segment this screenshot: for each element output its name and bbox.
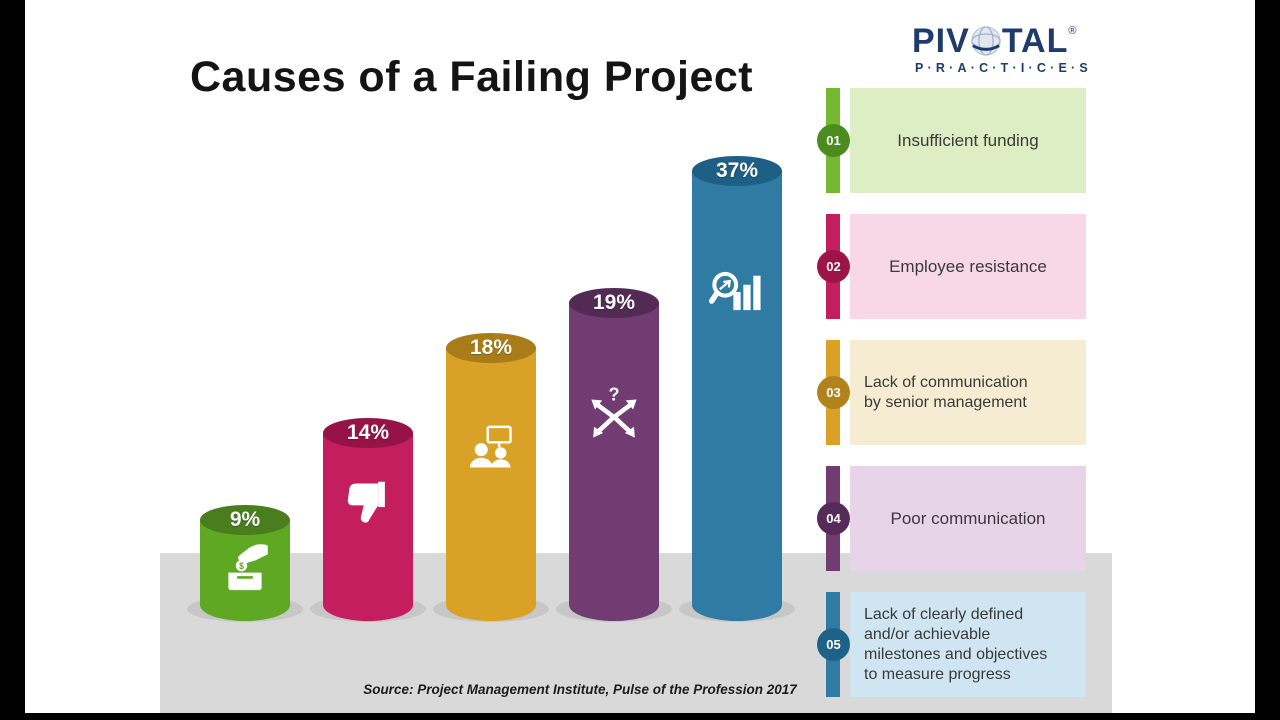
pivotal-practices-logo: PIV TAL ® P·R·A·C·T·I·C·E·S: [912, 24, 1098, 75]
logo-wordmark: PIV TAL ®: [912, 24, 1098, 58]
legend-item-02: Employee resistance 02: [817, 214, 1086, 319]
bar-top-ellipse: [200, 505, 290, 535]
page-title: Causes of a Failing Project: [190, 52, 754, 101]
legend-item-04: Poor communication 04: [817, 466, 1086, 571]
bar-value-label: 19%: [592, 291, 636, 314]
legend-number-badge: 05: [817, 628, 850, 661]
legend-label-box: Lack of communication by senior manageme…: [850, 340, 1086, 445]
legend-label: Poor communication: [890, 508, 1046, 528]
legend-label: Lack of communication by senior manageme…: [864, 373, 1028, 411]
team-presentation-icon: [469, 425, 512, 468]
legend-label-box: Employee resistance: [850, 214, 1086, 319]
legend-label: Insufficient funding: [897, 130, 1039, 150]
legend-number-badge: 03: [817, 376, 850, 409]
bar-insufficient-funding: 9% $: [200, 505, 290, 621]
globe-icon: [971, 26, 1001, 56]
svg-text:?: ?: [608, 385, 619, 404]
bar-poor-communication: 19% ?: [569, 288, 659, 621]
bar-top-ellipse: [446, 333, 536, 363]
legend-label-box: Lack of clearly defined and/or achievabl…: [850, 592, 1086, 697]
logo-text-prefix: PIV: [912, 22, 970, 60]
bar-value-label: 37%: [715, 159, 759, 182]
legend-label-box: Poor communication: [850, 466, 1086, 571]
legend-label-box: Insufficient funding: [850, 88, 1086, 193]
logo-text-suffix: TAL: [1001, 22, 1069, 60]
legend-item-03: Lack of communication by senior manageme…: [817, 340, 1086, 445]
bar-undefined-milestones: 37%: [692, 156, 782, 621]
bar-value-label: 9%: [229, 508, 261, 531]
source-caption: Source: Project Management Institute, Pu…: [363, 682, 797, 697]
legend-label: Employee resistance: [889, 256, 1047, 276]
legend-item-01: Insufficient funding 01: [817, 88, 1086, 193]
registered-mark: ®: [1068, 25, 1078, 37]
bar-top-ellipse: [323, 418, 413, 448]
legend-label: Lack of clearly defined and/or achievabl…: [864, 605, 1048, 683]
bar-top-ellipse: [569, 288, 659, 318]
bar-employee-resistance: 14%: [323, 418, 413, 621]
bar-top-ellipse: [692, 156, 782, 186]
legend-number-badge: 04: [817, 502, 850, 535]
bar-value-label: 18%: [469, 336, 513, 359]
legend-item-05: Lack of clearly defined and/or achievabl…: [817, 592, 1086, 697]
confused-arrows-icon: ?: [591, 385, 637, 438]
logo-subtitle: P·R·A·C·T·I·C·E·S: [915, 61, 1092, 75]
legend-number-badge: 01: [817, 124, 850, 157]
chart-magnifier-icon: [708, 271, 761, 311]
legend-number-badge: 02: [817, 250, 850, 283]
bar-lack-of-communication: 18%: [446, 333, 536, 621]
thumbs-down-icon: [347, 481, 385, 523]
svg-text:$: $: [239, 561, 244, 571]
bar-value-label: 14%: [346, 421, 390, 444]
donation-hand-icon: $: [228, 544, 268, 591]
